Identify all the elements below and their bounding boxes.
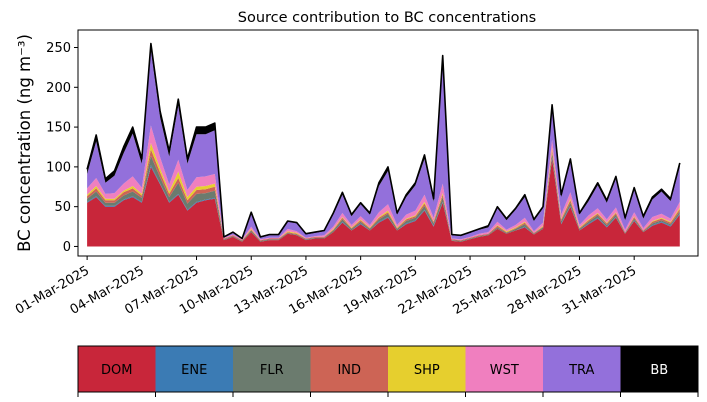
legend-swatch-dom [78,346,156,392]
legend-label-flr: FLR [260,363,284,378]
legend-label-tra: TRA [568,363,594,378]
plot-area [77,29,699,257]
legend-swatch-ind [310,346,388,392]
y-tick-label: 0 [63,240,71,255]
legend-swatch-tra [543,346,621,392]
area-series-wst [87,125,680,241]
stacked-areas [87,43,680,247]
legend-label-dom: DOM [101,363,132,378]
y-tick-label: 250 [46,41,71,56]
area-series-dom [87,158,680,247]
source-colorbar-legend: DOM ENE FLR IND SHP WST TRA BB [77,345,699,397]
y-axis: 0 50 100 150 200 250 [46,41,78,255]
area-series-tra [87,49,680,240]
legend-label-ene: ENE [181,363,207,378]
legend-swatch-wst [465,346,543,392]
plot-frame [77,29,699,257]
legend-label-shp: SHP [414,363,440,378]
x-axis: 01-Mar-202504-Mar-202507-Mar-202510-Mar-… [13,256,639,318]
area-series-flr [87,153,680,242]
y-tick-label: 100 [46,160,71,175]
legend-label-ind: IND [337,363,361,378]
legend-label-wst: WST [490,363,519,378]
legend-swatch-shp [388,346,466,392]
legend-swatch-bb [620,346,698,392]
legend-frame [77,345,699,393]
y-tick-label: 200 [46,81,71,96]
y-axis-label: BC concentration (ng m⁻³) [15,34,34,252]
legend-swatch-ene [155,346,233,392]
y-tick-label: 150 [46,121,71,136]
chart-title: Source contribution to BC concentrations [238,10,536,26]
total-envelope-line [86,42,681,240]
legend-label-bb: BB [650,363,668,378]
y-tick-label: 50 [54,200,71,215]
area-series-ene [87,158,680,242]
legend-swatch-flr [233,346,311,392]
